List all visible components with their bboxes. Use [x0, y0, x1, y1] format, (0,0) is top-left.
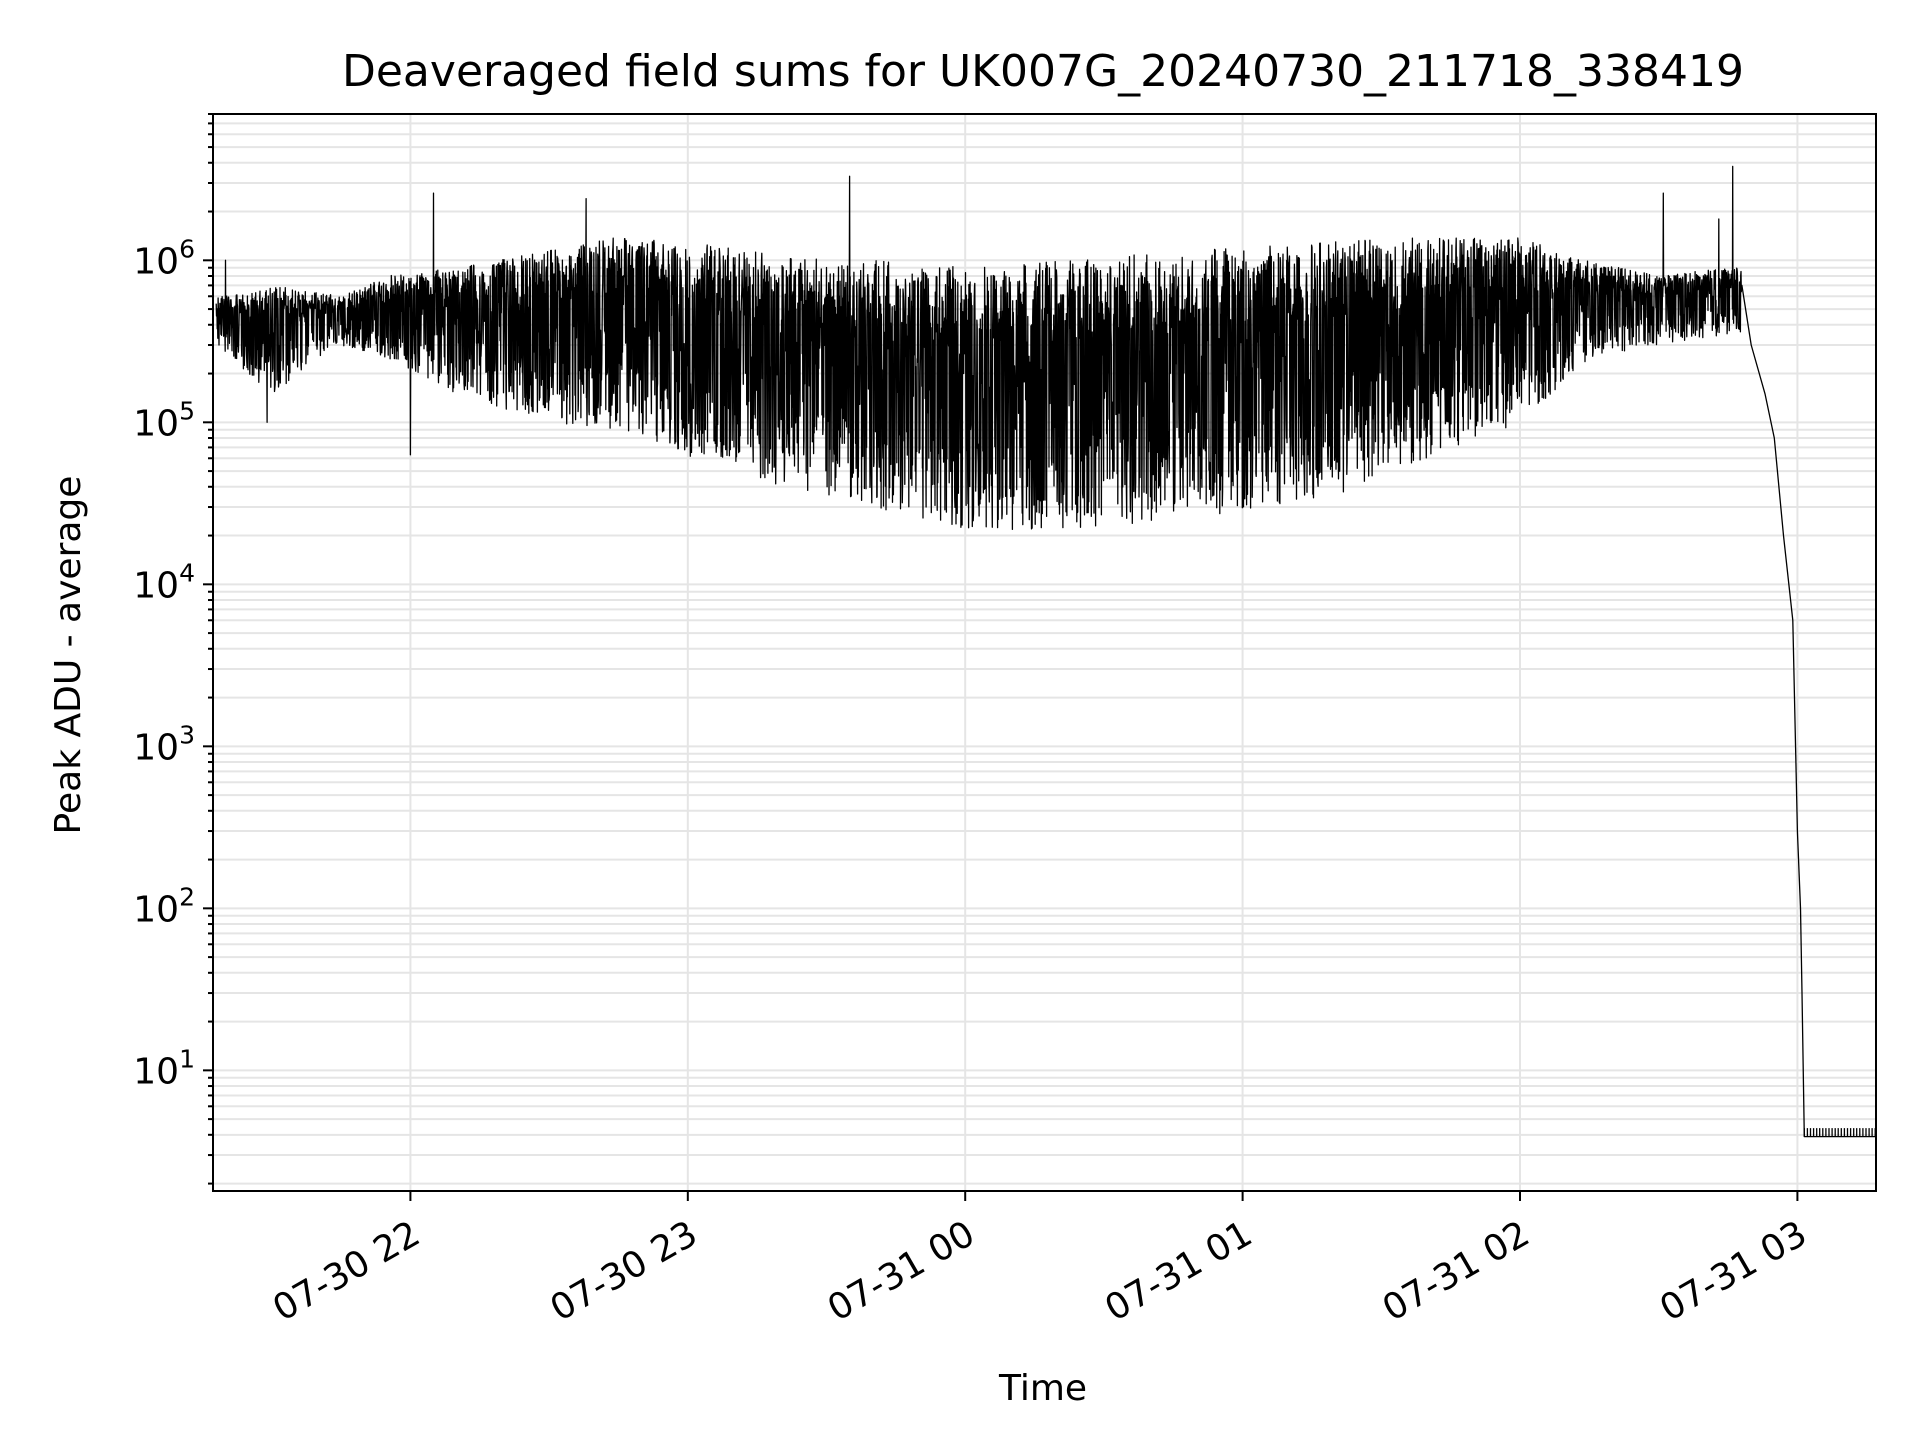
y-tick-label: 103 [133, 720, 195, 768]
series-floor-comb [1803, 1128, 1876, 1137]
y-tick-label: 102 [133, 882, 195, 930]
y-tick-label: 104 [133, 558, 195, 606]
data-layer [215, 165, 1876, 1138]
plot-frame [212, 113, 1877, 1192]
y-tick-label: 105 [133, 396, 195, 444]
y-tick-label: 101 [133, 1044, 195, 1092]
y-tick-label: 106 [133, 234, 195, 282]
y-axis-label: Peak ADU - average [48, 476, 89, 835]
grid [213, 113, 1876, 1191]
chart-title: Deaveraged field sums for UK007G_2024073… [342, 46, 1744, 97]
series-line [215, 165, 1876, 1138]
x-axis-label: Time [998, 1368, 1087, 1409]
